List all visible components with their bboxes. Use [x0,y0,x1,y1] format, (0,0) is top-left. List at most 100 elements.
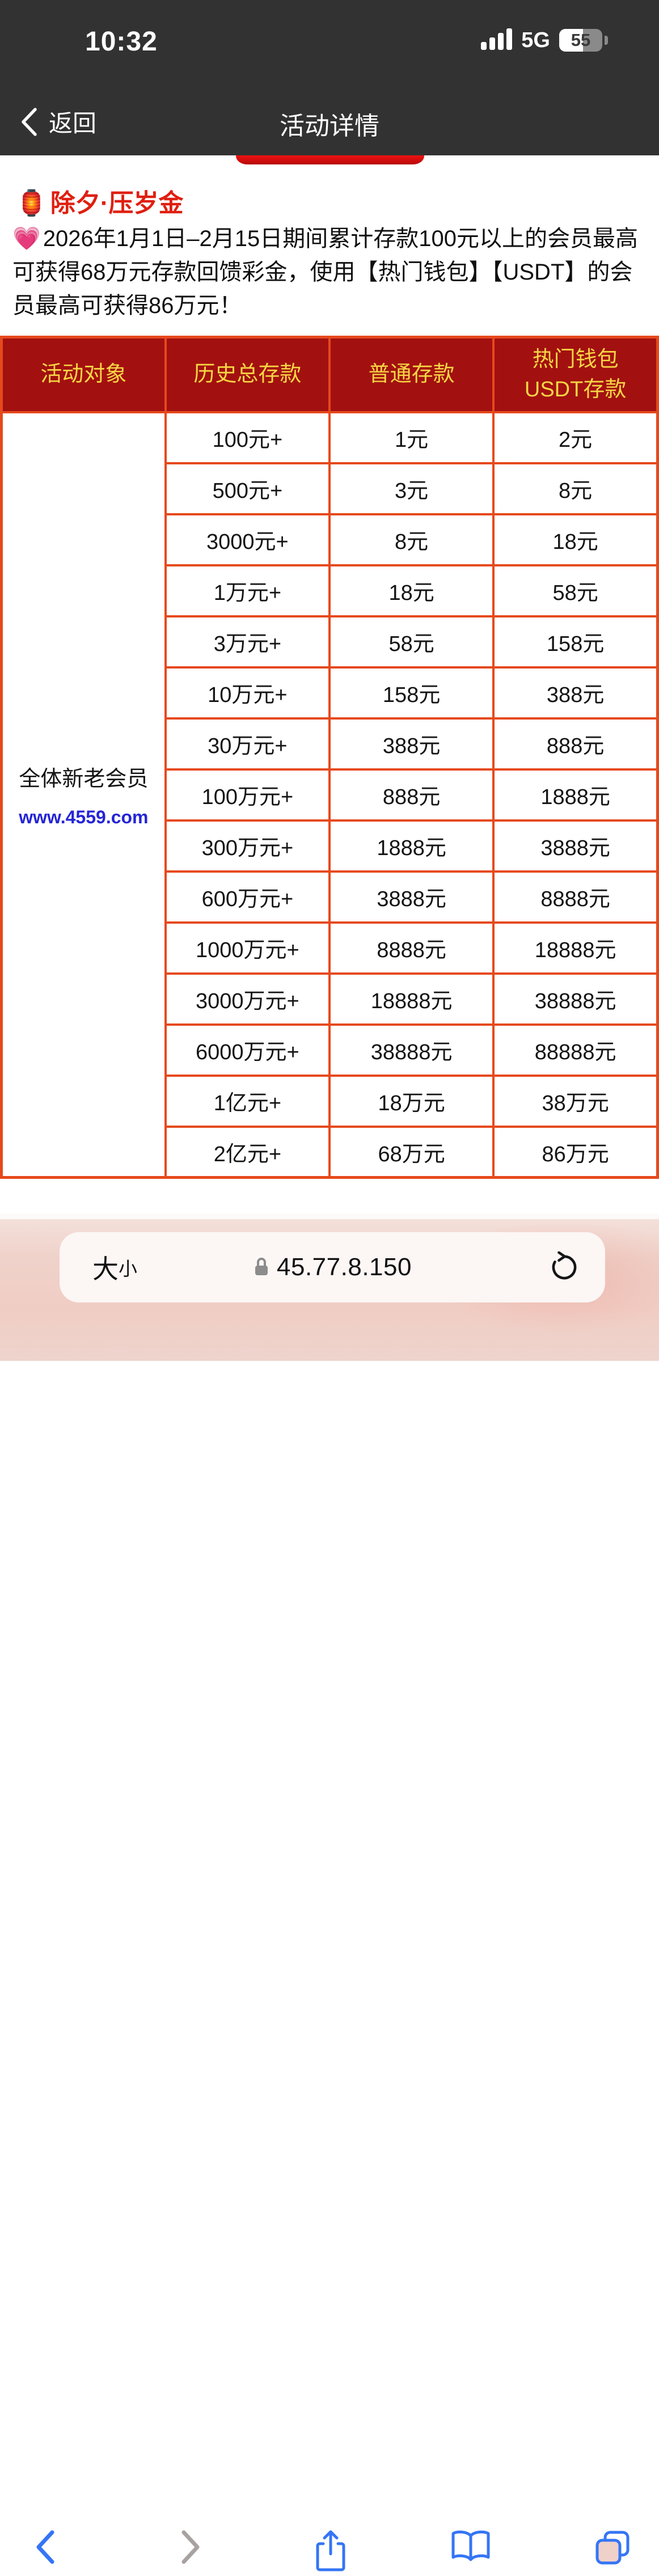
audience-site-link[interactable]: www.4559.com [19,807,149,828]
battery-nub [605,36,608,45]
table-cell: 2元 [492,411,659,464]
cellular-signal-icon [481,27,513,53]
table-row: 2亿元+ 68万元 86万元 [2,1125,659,1179]
promo-description: 💗 2026年1月1日–2月15日期间累计存款100元以上的会员最高可获得68万元… [12,222,649,323]
chevron-right-icon [181,2530,200,2564]
table-cell: 888元 [492,717,659,771]
table-cell: 2亿元+ [164,1125,331,1179]
table-cell: 3888元 [492,819,659,873]
table-row: 全体新老会员 www.4559.com 100元+ 1元 2元 [0,411,659,1179]
table-cell: 388元 [328,717,495,771]
table-cell: 88888元 [492,1023,659,1077]
table-cell: 38888元 [492,972,659,1026]
back-button[interactable]: 返回 [19,104,96,139]
back-label: 返回 [49,110,97,137]
table-cell: 158元 [328,666,495,720]
header-total-deposit: 历史总存款 [164,336,331,413]
table-row: 100万元+ 888元 1888元 [2,768,659,822]
table-cell: 6000万元+ [164,1023,331,1077]
table-cell: 18元 [492,513,659,566]
table-cell: 1888元 [328,819,495,873]
text-size-button[interactable]: 大小 [92,1232,137,1302]
clock: 10:32 [85,27,158,57]
table-row: 10万元+ 158元 388元 [2,666,659,720]
address-bar[interactable]: 大小 45.77.8.150 [60,1232,605,1302]
top-header: 10:32 5G 55 返回 活动详情 [0,0,659,155]
table-cell: 600万元+ [164,870,331,924]
table-cell: 68万元 [328,1125,495,1179]
battery-icon: 55 [559,29,602,52]
table-cell: 3000元+ [164,513,331,566]
table-cell: 300万元+ [164,819,331,873]
table-cell: 10万元+ [164,666,331,720]
reload-icon [552,1251,577,1280]
table-cell: 1万元+ [164,564,331,617]
promo-title: 🏮 除夕·压岁金 [16,183,183,219]
table-cell: 38万元 [492,1074,659,1128]
chevron-left-icon [22,107,37,136]
red-banner-edge [236,154,424,164]
table-cell: 3000万元+ [164,972,331,1026]
table-cell: 3元 [328,462,495,515]
bonus-table: 活动对象 历史总存款 普通存款 热门钱包 USDT存款 全体新老会员 www.45… [0,336,659,1179]
table-cell: 8元 [328,513,495,566]
table-cell: 38888元 [328,1023,495,1077]
table-cell: 888元 [328,768,495,822]
browser-chrome: 大小 45.77.8.150 [0,1213,659,2571]
bonus-table-header: 活动对象 历史总存款 普通存款 热门钱包 USDT存款 [0,336,659,413]
table-row: 600万元+ 3888元 8888元 [2,870,659,924]
tabs-button[interactable] [594,2529,631,2569]
header-row: 活动对象 历史总存款 普通存款 热门钱包 USDT存款 [0,336,659,413]
table-cell: 1000万元+ [164,921,331,975]
table-cell: 1元 [328,411,495,464]
table-row: 3000万元+ 18888元 38888元 [2,972,659,1026]
status-bar: 10:32 5G 55 [0,25,659,59]
browser-forward-button[interactable] [178,2529,203,2568]
heart-emoji: 💗 [12,226,41,251]
page-title: 活动详情 [280,112,379,140]
table-cell: 1888元 [492,768,659,822]
table-cell: 30万元+ [164,717,331,771]
table-row: 500元+ 3元 8元 [2,462,659,515]
browser-back-button[interactable] [33,2529,58,2568]
table-cell: 158元 [492,615,659,669]
book-icon [451,2530,490,2561]
lantern-emoji: 🏮 [16,189,47,217]
table-row: 3000元+ 8元 18元 [2,513,659,566]
table-cell: 3万元+ [164,615,331,669]
share-button[interactable] [313,2529,348,2576]
table-cell: 18888元 [492,921,659,975]
table-cell: 18万元 [328,1074,495,1128]
audience-cell: 全体新老会员 www.4559.com [0,411,167,1179]
battery-percent: 55 [571,30,591,50]
chevron-left-icon [36,2530,54,2564]
table-cell: 18888元 [328,972,495,1026]
table-cell: 8888元 [492,870,659,924]
table-row: 1000万元+ 8888元 18888元 [2,921,659,975]
bookmarks-button[interactable] [450,2529,491,2567]
table-row: 6000万元+ 38888元 88888元 [2,1023,659,1077]
table-row: 300万元+ 1888元 3888元 [2,819,659,873]
table-row: 1万元+ 18元 58元 [2,564,659,617]
table-cell: 100万元+ [164,768,331,822]
table-row: 3万元+ 58元 158元 [2,615,659,669]
table-cell: 100元+ [164,411,331,464]
table-cell: 500元+ [164,462,331,515]
promo-description-text: 2026年1月1日–2月15日期间累计存款100元以上的会员最高可获得68万元存… [12,226,639,318]
table-cell: 18元 [328,564,495,617]
reload-button[interactable] [548,1251,580,1286]
table-cell: 58元 [328,615,495,669]
promo-title-text: 除夕·压岁金 [50,189,184,217]
table-cell: 3888元 [328,870,495,924]
lock-icon [255,1258,268,1275]
text-size-big: 大 [92,1254,119,1284]
table-row: 30万元+ 388元 888元 [2,717,659,771]
table-cell: 8元 [492,462,659,515]
header-usdt-deposit: 热门钱包 USDT存款 [492,336,659,413]
table-cell: 388元 [492,666,659,720]
table-cell: 8888元 [328,921,495,975]
tabs-icon [595,2531,630,2565]
table-cell: 58元 [492,564,659,617]
text-size-small: 小 [119,1258,137,1279]
audience-label: 全体新老会员 [19,767,149,792]
